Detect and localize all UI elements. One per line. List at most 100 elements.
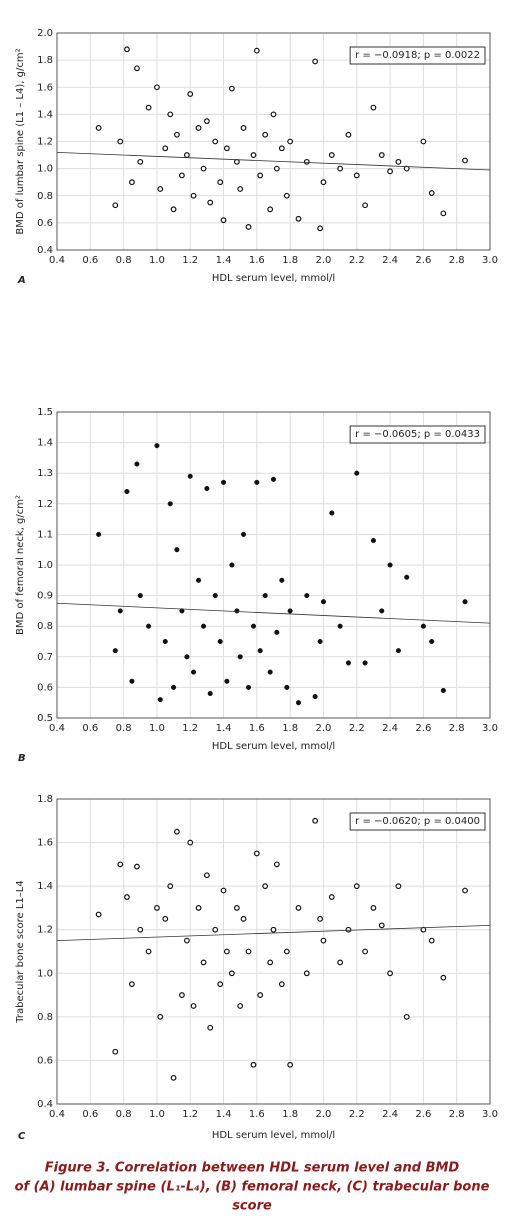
y-tick-label: 1.3 [37, 468, 53, 479]
point [95, 125, 102, 131]
y-tick-label: 1.8 [37, 55, 53, 66]
point [284, 684, 290, 690]
point [295, 700, 302, 706]
x-tick-label: 0.8 [116, 723, 132, 734]
point [420, 138, 427, 145]
point [217, 638, 223, 645]
plot-frame [56, 411, 491, 719]
annotation-box [349, 812, 486, 831]
point [134, 863, 140, 870]
x-tick-label: 2.4 [382, 255, 398, 266]
point [191, 669, 197, 675]
point [240, 531, 247, 537]
x-tick-label: 1.8 [282, 255, 298, 266]
point [228, 85, 235, 92]
point [200, 959, 207, 966]
point [362, 948, 368, 955]
y-tick-label: 1.1 [37, 529, 53, 540]
y-tick-label: 0.6 [37, 682, 53, 693]
x-tick-label: 2.8 [449, 255, 465, 266]
point [270, 926, 277, 933]
point [124, 489, 130, 495]
x-tick-label: 1.6 [249, 255, 265, 266]
y-tick-label: 0.8 [37, 191, 53, 202]
point [212, 926, 219, 933]
point [462, 599, 468, 605]
point [117, 861, 124, 868]
x-tick-label: 1.2 [182, 723, 198, 734]
point [154, 905, 160, 911]
point [195, 125, 202, 131]
point [253, 47, 260, 54]
point [267, 959, 274, 966]
x-tick-label: 1.0 [149, 1109, 165, 1120]
point [320, 179, 327, 186]
y-tick-label: 2.0 [37, 28, 53, 39]
y-tick-label: 1.4 [37, 881, 53, 892]
annotation-box [349, 425, 486, 444]
point [95, 911, 102, 918]
point [250, 152, 257, 158]
point [429, 638, 435, 645]
point [317, 638, 323, 645]
x-tick-label: 0.8 [116, 1109, 132, 1120]
point [112, 648, 118, 654]
x-tick-label: 1.6 [249, 723, 265, 734]
x-tick-label: 2.8 [449, 723, 465, 734]
point [312, 817, 319, 824]
x-tick-label: 0.6 [82, 1109, 98, 1120]
point [224, 678, 230, 684]
point [187, 473, 193, 479]
point [204, 485, 210, 492]
point [167, 111, 174, 118]
point [403, 1013, 410, 1020]
point [184, 654, 190, 660]
y-tick-label: 1.2 [37, 925, 53, 936]
point [420, 623, 426, 629]
y-tick-label: 0.6 [37, 1055, 53, 1066]
x-tick-label: 3.0 [482, 255, 498, 266]
point [157, 697, 163, 703]
point [170, 1074, 177, 1081]
point [337, 623, 343, 629]
plot-frame [56, 798, 491, 1105]
point [304, 593, 310, 599]
point [187, 839, 194, 846]
point [117, 138, 124, 145]
point [223, 948, 230, 955]
caption-line: Figure 3. Correlation between HDL serum … [45, 1161, 460, 1176]
panel-label: B [18, 753, 26, 764]
x-tick-label: 2.4 [382, 1109, 398, 1120]
point [174, 131, 180, 138]
y-tick-label: 1.0 [37, 164, 53, 175]
point [196, 577, 202, 583]
caption-line: of (A) lumbar spine (L₁-L₄), (B) femoral… [15, 1180, 490, 1195]
y-tick-label: 0.4 [37, 1099, 53, 1110]
point [283, 192, 290, 199]
point [345, 131, 352, 138]
point [267, 206, 274, 213]
point [250, 623, 257, 629]
point [154, 84, 160, 91]
point [404, 574, 410, 580]
y-tick-label: 1.5 [37, 407, 53, 418]
point [387, 562, 393, 568]
point [220, 887, 227, 894]
point [170, 206, 177, 213]
point [217, 179, 224, 186]
annotation-box [349, 46, 486, 65]
point [157, 186, 164, 192]
point [154, 443, 160, 449]
point [317, 915, 324, 922]
point [440, 974, 447, 981]
point [146, 623, 152, 629]
point [317, 225, 324, 232]
point [395, 883, 402, 890]
x-tick-label: 0.4 [49, 723, 65, 734]
y-axis-label: BMD of femoral neck, g/cm² [15, 495, 26, 635]
x-tick-label: 1.2 [182, 1109, 198, 1120]
point [273, 861, 280, 868]
point [267, 669, 273, 675]
x-tick-label: 3.0 [482, 723, 498, 734]
point [212, 593, 218, 599]
